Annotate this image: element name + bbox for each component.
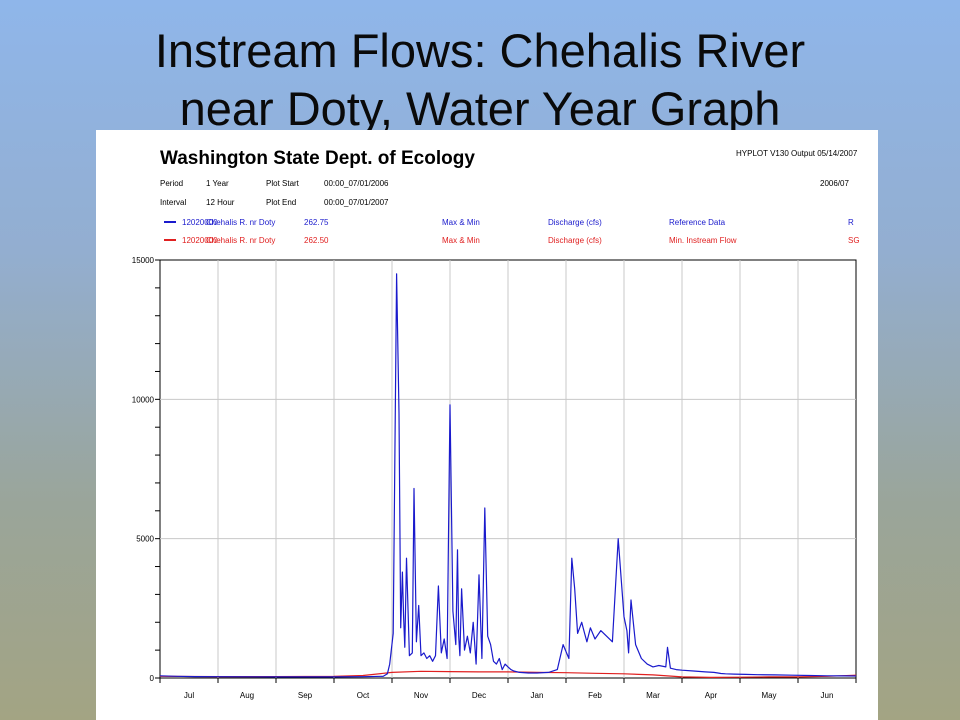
- series-line: [159, 273, 857, 678]
- y-tick-label: 5000: [136, 535, 154, 544]
- slide-title-line1: Instream Flows: Chehalis River: [154, 24, 806, 77]
- legend-param: Discharge (cfs): [548, 218, 602, 227]
- legend-station: Chehalis R. nr Doty: [206, 218, 275, 227]
- year-code: 2006/07: [820, 179, 849, 188]
- legend-value: 262.75: [304, 218, 329, 227]
- legend-site: 12020000: [182, 218, 218, 227]
- legend-code: R: [848, 218, 854, 227]
- series-layer: [159, 273, 857, 679]
- legend-site: 12020000: [182, 236, 218, 245]
- plot-end-value: 00:00_07/01/2007: [324, 198, 389, 207]
- program-stamp: HYPLOT V130 Output 05/14/2007: [736, 149, 858, 158]
- legend-stat: Max & Min: [442, 218, 480, 227]
- y-tick-label: 0: [150, 674, 155, 683]
- agency-title: Washington State Dept. of Ecology: [160, 148, 475, 169]
- interval-value: 12 Hour: [206, 198, 235, 207]
- interval-label: Interval: [160, 198, 186, 207]
- hydrograph-chart: Washington State Dept. of Ecology HYPLOT…: [132, 148, 860, 700]
- legend-type: Reference Data: [669, 218, 726, 227]
- x-tick-label: Jul: [184, 691, 194, 700]
- slide-title: Instream Flows: Chehalis River near Doty…: [0, 22, 960, 138]
- plot-start-label: Plot Start: [266, 179, 300, 188]
- y-tick-label: 10000: [132, 395, 155, 404]
- y-tick-label: 15000: [132, 256, 155, 265]
- slide-title-line2: near Doty, Water Year Graph: [179, 82, 781, 135]
- x-tick-label: Nov: [414, 691, 428, 700]
- legend-code: SG: [848, 236, 860, 245]
- legend-param: Discharge (cfs): [548, 236, 602, 245]
- x-tick-label: Jan: [531, 691, 544, 700]
- x-tick-label: Aug: [240, 691, 254, 700]
- x-tick-label: Sep: [298, 691, 313, 700]
- hydrograph-panel: Washington State Dept. of Ecology HYPLOT…: [96, 130, 878, 720]
- x-tick-label: Apr: [705, 691, 718, 700]
- legend-station: Chehalis R. nr Doty: [206, 236, 275, 245]
- legend-value: 262.50: [304, 236, 329, 245]
- x-tick-label: Oct: [357, 691, 370, 700]
- plot-start-value: 00:00_07/01/2006: [324, 179, 389, 188]
- legend-type: Min. Instream Flow: [669, 236, 737, 245]
- period-value: 1 Year: [206, 179, 229, 188]
- grid: [159, 259, 857, 679]
- plot-end-label: Plot End: [266, 198, 296, 207]
- x-axis: Jul Aug Sep Oct Nov Dec Jan Feb Mar Apr May Jun: [159, 678, 857, 700]
- y-axis: 15000 10000 5000 0: [132, 256, 160, 683]
- period-label: Period: [160, 179, 183, 188]
- series-line: [159, 670, 857, 679]
- x-tick-label: Jun: [821, 691, 834, 700]
- x-tick-label: Mar: [646, 691, 660, 700]
- x-tick-label: May: [761, 691, 776, 700]
- x-tick-label: Dec: [472, 691, 486, 700]
- legend-stat: Max & Min: [442, 236, 480, 245]
- x-tick-label: Feb: [588, 691, 602, 700]
